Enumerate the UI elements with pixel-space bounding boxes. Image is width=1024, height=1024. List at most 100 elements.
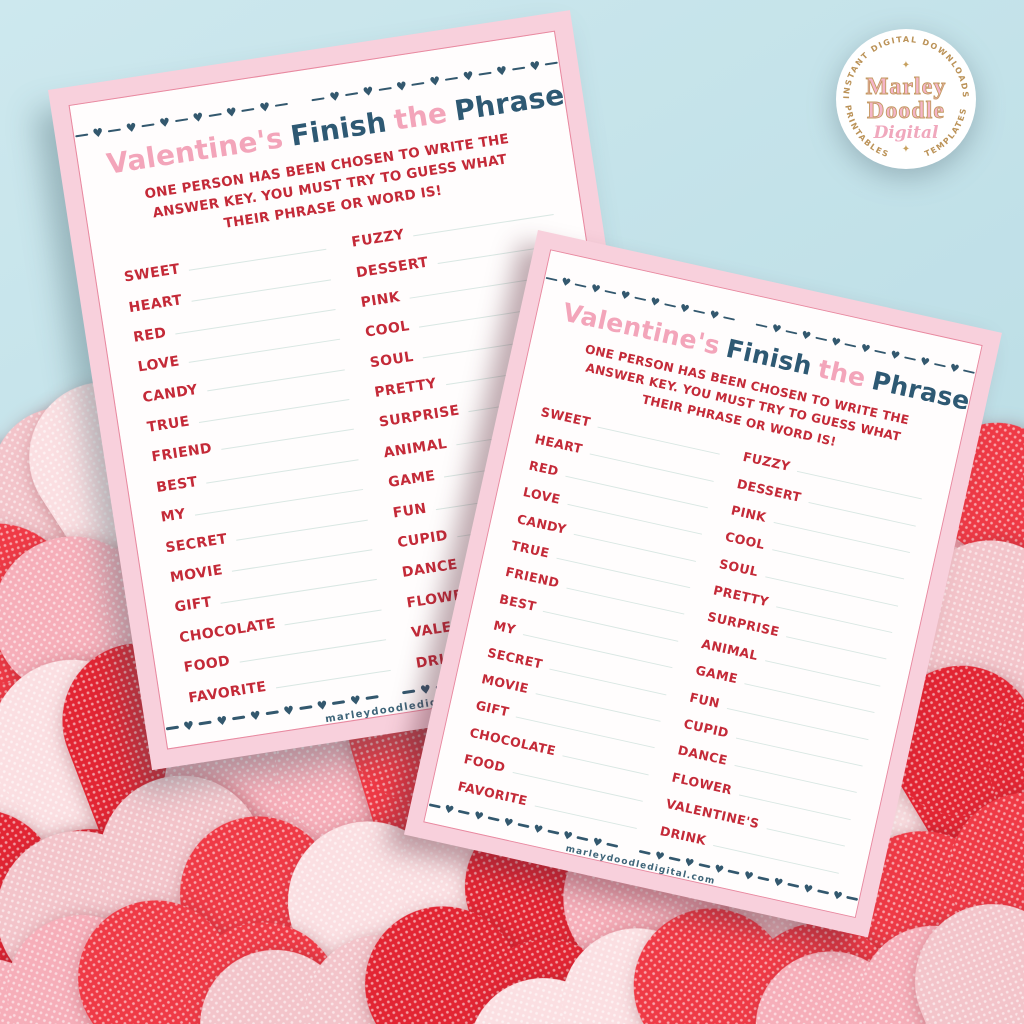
heart-icon: ♥ bbox=[831, 888, 844, 903]
heart-icon: ♥ bbox=[249, 707, 262, 724]
divider-dash bbox=[663, 302, 676, 308]
divider-dash bbox=[141, 122, 155, 128]
brand-logo-badge: | INSTANT DIGITAL DOWNLOADS | PRINTABLES… bbox=[831, 19, 979, 172]
divider-dash bbox=[365, 695, 379, 700]
divider-dash bbox=[274, 102, 289, 108]
divider-dash bbox=[816, 889, 829, 895]
divider-dash bbox=[198, 720, 213, 726]
divider-dash bbox=[241, 107, 255, 113]
divider-dash bbox=[727, 869, 740, 875]
heart-icon: ♥ bbox=[215, 712, 229, 729]
heart-icon: ♥ bbox=[428, 73, 442, 90]
divider-dash bbox=[344, 91, 359, 97]
divider-dash bbox=[787, 882, 800, 888]
divider-dash bbox=[402, 689, 416, 695]
heart-icon: ♥ bbox=[800, 328, 813, 343]
divider-dash bbox=[547, 829, 559, 835]
divider-dash bbox=[963, 369, 976, 375]
divider-dash bbox=[815, 336, 827, 342]
heart-icon: ♥ bbox=[282, 702, 296, 719]
word-columns: SWEET HEART RED LOVE CANDY TRUE FRIEND BEST MY SE… bbox=[452, 395, 929, 882]
divider-dash bbox=[545, 61, 559, 66]
word-column-left: SWEET HEART RED LOVE CANDY TRUE FRIEND BEST MY SE… bbox=[121, 229, 392, 710]
title-word: Phrase bbox=[452, 78, 567, 128]
heart-icon: ♥ bbox=[225, 104, 238, 121]
divider-gap bbox=[621, 847, 637, 851]
heart-icon: ♥ bbox=[801, 881, 815, 896]
divider-dash bbox=[478, 71, 492, 77]
word-label: FAVORITE bbox=[187, 678, 268, 707]
heart-icon: ♥ bbox=[683, 855, 696, 870]
divider-dash bbox=[298, 705, 313, 711]
divider-dash bbox=[723, 315, 736, 321]
heart-icon: ♥ bbox=[948, 361, 961, 376]
heart-icon: ♥ bbox=[419, 681, 432, 698]
divider-dash bbox=[785, 329, 798, 335]
heart-icon: ♥ bbox=[532, 821, 545, 837]
heart-icon: ♥ bbox=[653, 848, 666, 864]
heart-icon: ♥ bbox=[443, 801, 456, 817]
heart-icon: ♥ bbox=[182, 717, 196, 734]
divider-dash bbox=[933, 362, 946, 368]
heart-icon: ♥ bbox=[158, 114, 172, 131]
heart-icon: ♥ bbox=[889, 348, 902, 363]
heart-icon: ♥ bbox=[619, 288, 632, 303]
divider-dash bbox=[411, 81, 425, 87]
divider-dash bbox=[755, 323, 768, 329]
heart-icon: ♥ bbox=[742, 868, 755, 883]
divider-dash bbox=[165, 725, 179, 731]
divider-gap bbox=[291, 101, 309, 104]
divider-dash bbox=[108, 128, 122, 133]
heart-icon: ♥ bbox=[91, 125, 105, 141]
divider-dash bbox=[904, 356, 916, 362]
divider-dash bbox=[757, 876, 770, 882]
heart-icon: ♥ bbox=[589, 281, 602, 297]
divider-dash bbox=[487, 816, 500, 822]
heart-icon: ♥ bbox=[472, 808, 485, 823]
divider-dash bbox=[604, 289, 617, 295]
heart-icon: ♥ bbox=[502, 815, 515, 830]
heart-icon: ♥ bbox=[561, 828, 574, 843]
sparkle-icon: ✦ bbox=[902, 60, 910, 71]
heart-icon: ♥ bbox=[648, 294, 662, 310]
divider-dash bbox=[634, 296, 647, 302]
divider-dash bbox=[668, 856, 681, 862]
heart-icon: ♥ bbox=[328, 88, 342, 105]
heart-icon: ♥ bbox=[678, 301, 691, 316]
heart-icon: ♥ bbox=[859, 341, 872, 356]
heart-icon: ♥ bbox=[712, 861, 726, 877]
heart-icon: ♥ bbox=[361, 83, 375, 100]
divider-dash bbox=[378, 86, 392, 92]
brand-name-line2: Doodle bbox=[867, 98, 945, 124]
divider-dash bbox=[208, 112, 222, 118]
answer-line bbox=[275, 669, 391, 689]
divider-gap bbox=[382, 693, 400, 696]
divider-dash bbox=[545, 276, 558, 282]
divider-dash bbox=[576, 836, 589, 842]
heart-icon: ♥ bbox=[349, 692, 362, 708]
heart-icon: ♥ bbox=[829, 334, 842, 350]
divider-dash bbox=[698, 863, 711, 869]
divider-dash bbox=[606, 842, 619, 848]
divider-dash bbox=[445, 76, 459, 82]
title-word: the bbox=[815, 353, 869, 394]
divider-dash bbox=[232, 715, 246, 721]
brand-name-line1: Marley bbox=[866, 74, 947, 100]
divider-dash bbox=[174, 117, 189, 123]
heart-icon: ♥ bbox=[591, 834, 604, 850]
heart-icon: ♥ bbox=[191, 109, 205, 126]
word-label: DRINK bbox=[658, 823, 708, 849]
heart-icon: ♥ bbox=[770, 321, 783, 337]
heart-icon: ♥ bbox=[124, 120, 138, 136]
divider-dash bbox=[332, 700, 346, 706]
divider-dash bbox=[311, 96, 325, 102]
heart-icon: ♥ bbox=[461, 68, 475, 84]
brand-logo-circle: | INSTANT DIGITAL DOWNLOADS | PRINTABLES… bbox=[831, 19, 976, 169]
heart-icon: ♥ bbox=[495, 63, 509, 79]
heart-icon: ♥ bbox=[708, 307, 721, 323]
divider-dash bbox=[265, 710, 279, 716]
divider-dash bbox=[846, 896, 859, 902]
divider-dash bbox=[458, 809, 470, 815]
divider-dash bbox=[428, 803, 441, 809]
